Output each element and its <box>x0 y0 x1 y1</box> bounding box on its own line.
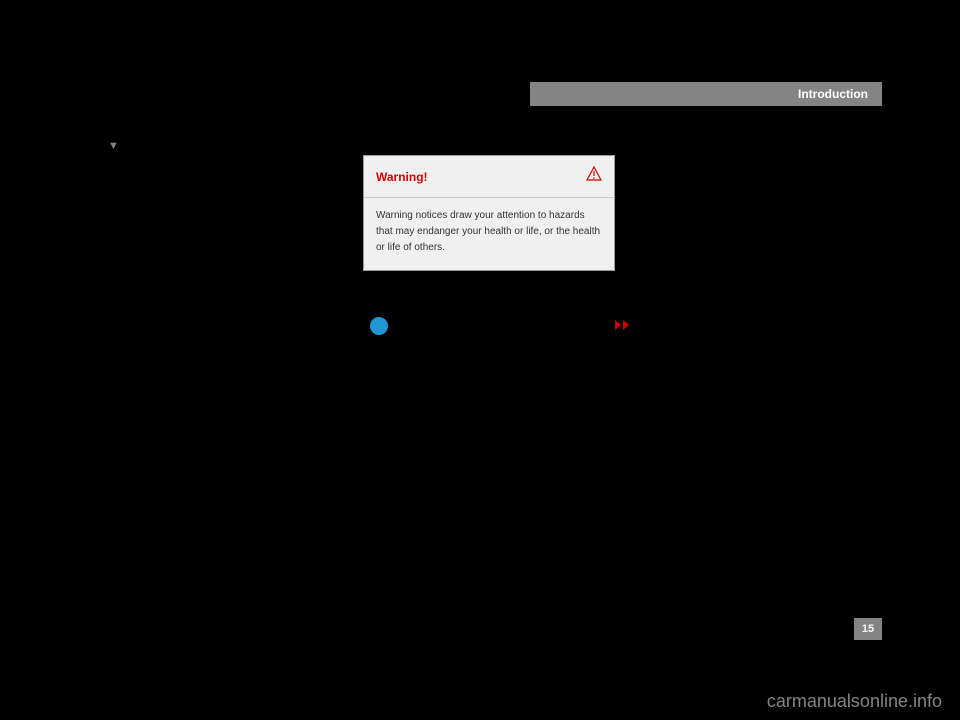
blue-bullet-icon <box>370 317 388 335</box>
watermark-text: carmanualsonline.info <box>767 691 942 712</box>
warning-box: Warning! Warning notices draw your atten… <box>363 155 615 271</box>
page-number-box: 15 <box>854 618 882 640</box>
down-arrow-marker: ▼ <box>108 140 119 152</box>
red-forward-icon <box>615 318 635 332</box>
section-header: Introduction <box>530 82 882 106</box>
warning-title: Warning! <box>376 170 428 184</box>
page-number: 15 <box>862 623 874 635</box>
warning-triangle-icon <box>586 166 602 187</box>
section-title: Introduction <box>798 87 868 101</box>
warning-header: Warning! <box>364 156 614 198</box>
warning-body-text: Warning notices draw your attention to h… <box>364 198 614 270</box>
